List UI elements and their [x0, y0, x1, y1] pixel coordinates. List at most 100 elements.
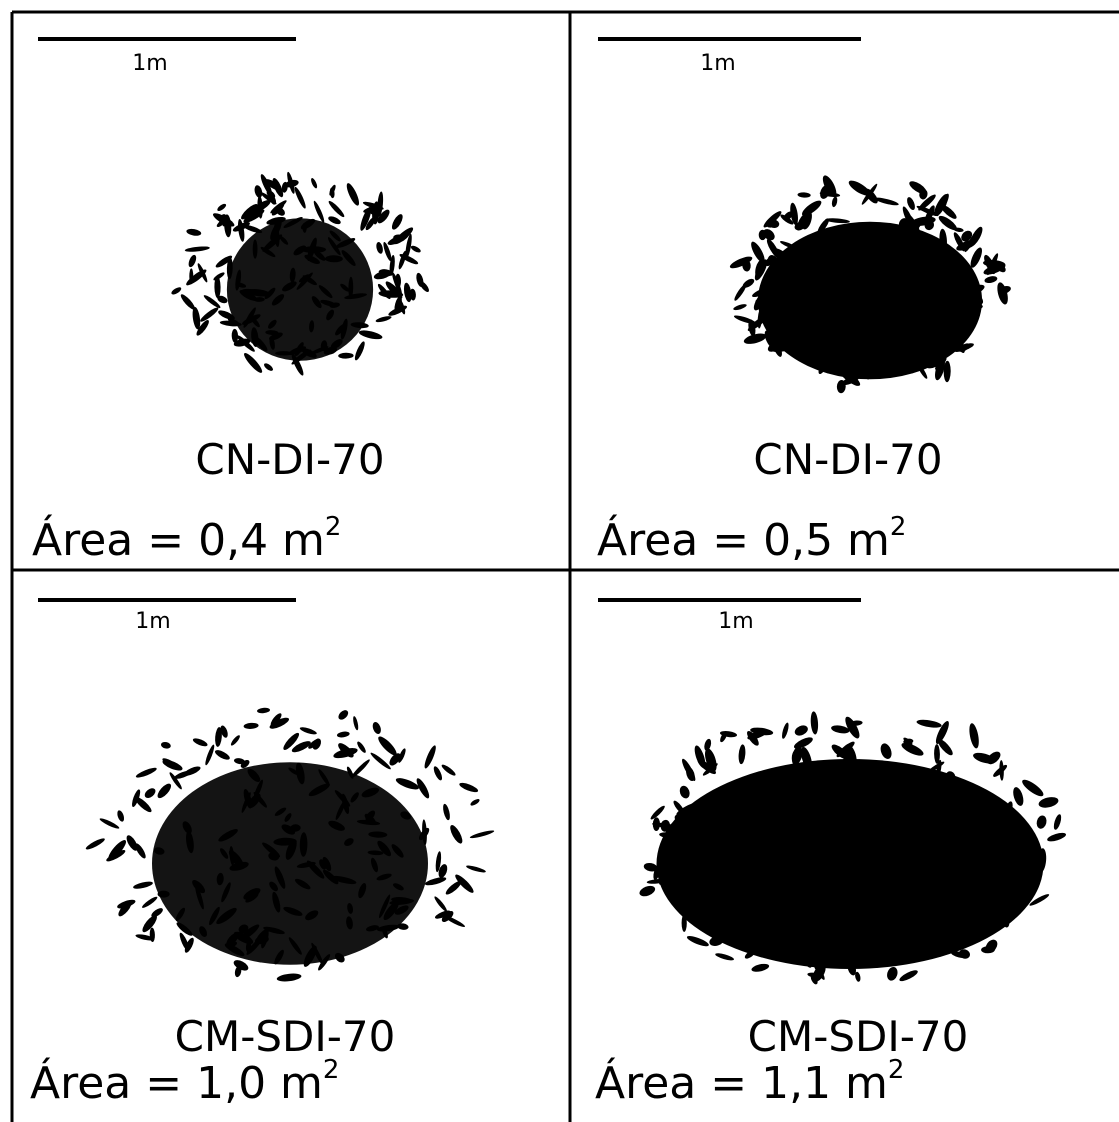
leaf	[898, 356, 913, 368]
leaf	[243, 224, 263, 234]
leaf	[835, 286, 854, 299]
leaf	[362, 201, 384, 210]
area-exponent: 2	[890, 512, 907, 542]
leaf	[802, 346, 825, 356]
leaf	[364, 813, 376, 825]
leaf	[899, 821, 913, 830]
leaf	[845, 794, 858, 810]
leaf	[214, 275, 221, 299]
leaf	[288, 767, 299, 775]
leaf	[766, 274, 782, 282]
leaf	[252, 239, 258, 259]
leaf	[935, 357, 947, 370]
leaf	[905, 858, 917, 872]
leaf	[770, 808, 780, 831]
leaf	[378, 290, 404, 298]
leaf	[262, 234, 283, 252]
leaf	[903, 366, 922, 373]
leaf	[913, 307, 931, 327]
leaf	[434, 910, 451, 919]
leaf	[753, 854, 762, 864]
leaf	[195, 884, 204, 910]
leaf	[368, 831, 388, 838]
leaf	[393, 883, 404, 891]
leaf	[709, 815, 730, 829]
leaf	[970, 247, 982, 268]
scale-label: 1m	[718, 609, 753, 634]
leaf	[215, 750, 230, 760]
leaf	[264, 363, 273, 371]
leaf	[334, 952, 345, 963]
leaf	[689, 902, 699, 912]
leaf	[800, 952, 812, 968]
leaf	[344, 838, 354, 847]
leaf	[243, 209, 265, 223]
leaf	[298, 274, 310, 283]
leaf	[847, 266, 858, 284]
leaf	[303, 945, 317, 967]
leaf	[153, 847, 165, 855]
leaf	[247, 768, 261, 783]
canopy-core	[656, 759, 1044, 969]
leaf	[1037, 848, 1047, 873]
leaf	[687, 837, 707, 848]
leaf	[844, 337, 851, 355]
scale-label: 1m	[135, 609, 170, 634]
leaf	[400, 811, 412, 820]
leaf	[323, 869, 339, 885]
leaf	[899, 939, 912, 958]
leaf	[222, 220, 233, 227]
leaf	[872, 879, 885, 900]
leaf	[926, 357, 943, 369]
leaf	[833, 237, 849, 252]
leaf	[901, 856, 907, 873]
leaf	[805, 804, 816, 815]
area-label: Área = 1,1 m2	[595, 1055, 904, 1109]
leaf	[142, 896, 158, 908]
leaf	[895, 869, 906, 882]
leaf	[245, 893, 259, 903]
leaf	[230, 735, 240, 746]
leaf	[825, 218, 850, 224]
leaf	[903, 737, 913, 746]
leaf	[218, 310, 235, 320]
leaf	[916, 719, 942, 728]
leaf	[358, 330, 383, 340]
leaf	[643, 862, 658, 872]
leaf	[939, 228, 947, 252]
leaf	[295, 762, 305, 785]
leaf	[766, 286, 789, 292]
leaf	[338, 710, 349, 720]
leaf	[801, 884, 810, 910]
leaf	[338, 743, 354, 758]
leaf	[822, 344, 842, 361]
leaf	[843, 316, 855, 340]
leaf	[771, 304, 781, 317]
leaf	[646, 878, 668, 884]
leaf	[257, 707, 270, 714]
leaf	[1022, 842, 1034, 854]
leaf	[916, 205, 939, 217]
leaf	[350, 322, 369, 329]
leaf	[391, 897, 412, 903]
leaf	[843, 903, 865, 910]
leaf	[904, 339, 917, 362]
leaf	[301, 246, 326, 253]
leaf	[783, 788, 797, 797]
leaf	[900, 253, 914, 269]
leaf	[795, 318, 807, 335]
leaf	[346, 766, 354, 779]
leaf	[839, 839, 865, 847]
leaf	[935, 720, 949, 745]
leaf	[980, 809, 992, 824]
leaf	[192, 880, 206, 894]
leaf	[268, 319, 277, 329]
leaf	[318, 769, 330, 786]
leaf	[848, 180, 871, 196]
leaf	[309, 320, 315, 333]
leaf	[106, 850, 126, 862]
leaf	[268, 852, 280, 861]
leaf	[291, 741, 311, 753]
